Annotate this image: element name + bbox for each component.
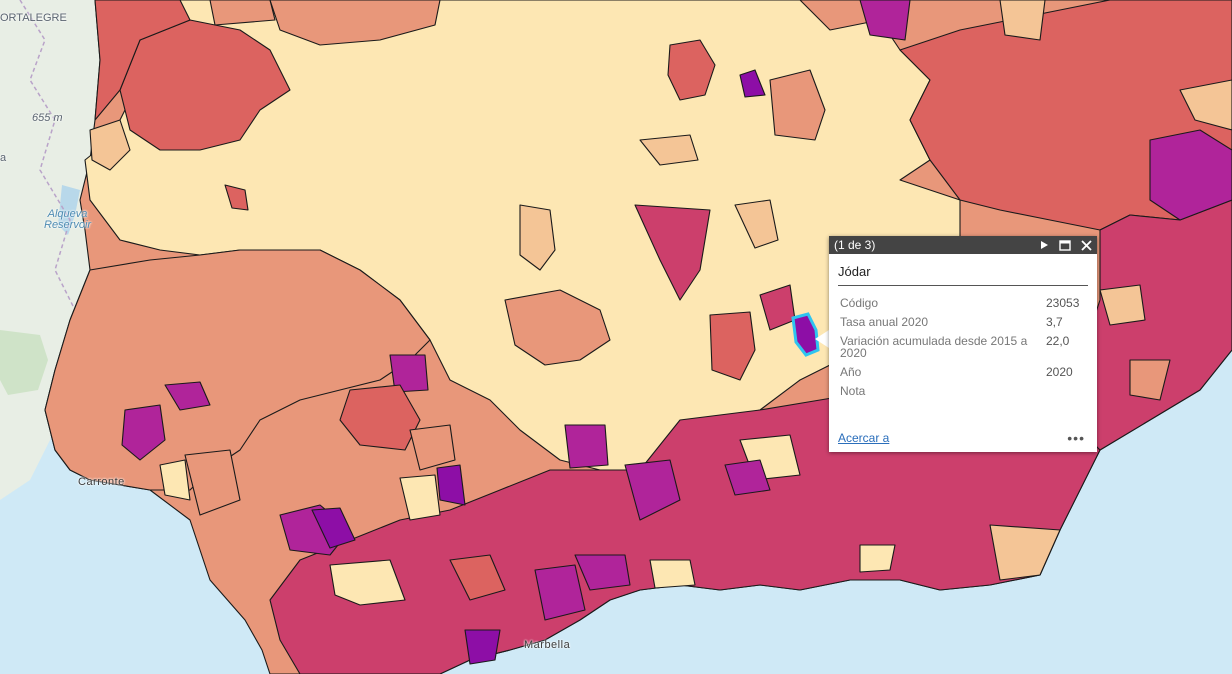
- muni-m: [121, 404, 166, 461]
- attribute-row: Variación acumulada desde 2015 a 2020 22…: [838, 332, 1088, 363]
- green-patch: [0, 330, 48, 395]
- muni-t: [564, 424, 609, 469]
- attribute-value: 2020: [1046, 365, 1073, 379]
- attribute-row: Año 2020: [838, 363, 1088, 382]
- town-label-sw: Carronte: [78, 476, 125, 488]
- attribute-label: Código: [840, 296, 879, 310]
- zoom-to-link[interactable]: Acercar a: [838, 431, 890, 445]
- muni-o: [389, 354, 429, 393]
- zone-red-nw: [119, 19, 291, 151]
- muni-aa: [574, 554, 631, 591]
- muni-ac: [989, 524, 1061, 581]
- attribute-row: Código 23053: [838, 294, 1088, 313]
- more-options-icon[interactable]: •••: [1067, 430, 1085, 446]
- portalegre-label: ORTALEGRE: [0, 12, 67, 24]
- attribute-label: Nota: [840, 384, 866, 398]
- maximize-icon[interactable]: [1058, 238, 1072, 252]
- muni-ao: [649, 559, 696, 589]
- attribute-label: Tasa anual 2020: [840, 315, 929, 329]
- muni-g: [634, 204, 711, 301]
- muni-e: [667, 39, 716, 101]
- attribute-label: Variación acumulada desde 2015 a 2020: [840, 334, 1028, 360]
- muni-am: [724, 459, 771, 496]
- attribute-value: 23053: [1046, 296, 1080, 310]
- muni-ak: [269, 0, 441, 46]
- muni-z: [534, 564, 586, 621]
- muni-x: [329, 559, 406, 606]
- feature-popup: (1 de 3) Jódar Código 23053 Tasa anual 2…: [829, 236, 1097, 452]
- popup-header: (1 de 3): [829, 236, 1097, 254]
- muni-w: [311, 507, 356, 549]
- muni-ah: [999, 0, 1046, 41]
- muni-ad: [1129, 359, 1171, 401]
- attribute-value: [1044, 382, 1088, 401]
- marbella-label: Marbella: [524, 639, 571, 651]
- muni-q: [409, 424, 456, 471]
- muni-l: [734, 199, 779, 249]
- muni-d: [769, 69, 826, 141]
- muni-ae: [1099, 284, 1146, 326]
- reservoir-water: [58, 185, 80, 235]
- attribute-value: 3,7: [1046, 315, 1063, 329]
- muni-u: [624, 459, 681, 521]
- reservoir-label: Alqueva Reservoir: [44, 208, 92, 231]
- muni-y: [449, 554, 506, 601]
- popup-body: Jódar Código 23053 Tasa anual 2020 3,7 V…: [829, 254, 1097, 401]
- zone-red-west: [94, 0, 191, 121]
- attribute-table: Código 23053 Tasa anual 2020 3,7 Variaci…: [838, 294, 1088, 401]
- popup-footer: Acercar a •••: [838, 430, 1085, 446]
- attribute-value: 22,0: [1046, 334, 1070, 348]
- muni-b: [224, 184, 249, 211]
- muni-c: [639, 134, 699, 166]
- muni-s: [399, 474, 441, 521]
- attribute-label: Año: [840, 365, 862, 379]
- close-icon[interactable]: [1079, 238, 1093, 252]
- popup-title: Jódar: [838, 264, 1088, 286]
- muni-an: [859, 544, 896, 573]
- popup-pager: (1 de 3): [834, 238, 876, 252]
- muni-ai: [859, 0, 911, 41]
- play-icon[interactable]: [1037, 238, 1051, 252]
- muni-i: [504, 289, 611, 366]
- selected-municipality[interactable]: [791, 312, 820, 357]
- muni-ap: [184, 449, 241, 516]
- muni-aj: [209, 0, 276, 26]
- muni-aq: [159, 459, 191, 501]
- muni-ag: [1179, 79, 1232, 131]
- border-line: [19, 0, 81, 321]
- muni-p: [339, 384, 421, 451]
- attribute-row: Nota: [838, 382, 1088, 401]
- popup-pointer: [815, 330, 829, 348]
- muni-n: [164, 381, 211, 411]
- muni-j: [709, 311, 756, 381]
- muni-f: [739, 69, 766, 98]
- muni-ab: [464, 629, 501, 665]
- muni-af: [1149, 129, 1232, 221]
- muni-r: [436, 464, 466, 506]
- muni-a: [89, 119, 131, 171]
- elevation-label: 655 m: [32, 112, 63, 124]
- left-edge-label: a: [0, 152, 7, 164]
- muni-h: [519, 204, 556, 271]
- attribute-row: Tasa anual 2020 3,7: [838, 313, 1088, 332]
